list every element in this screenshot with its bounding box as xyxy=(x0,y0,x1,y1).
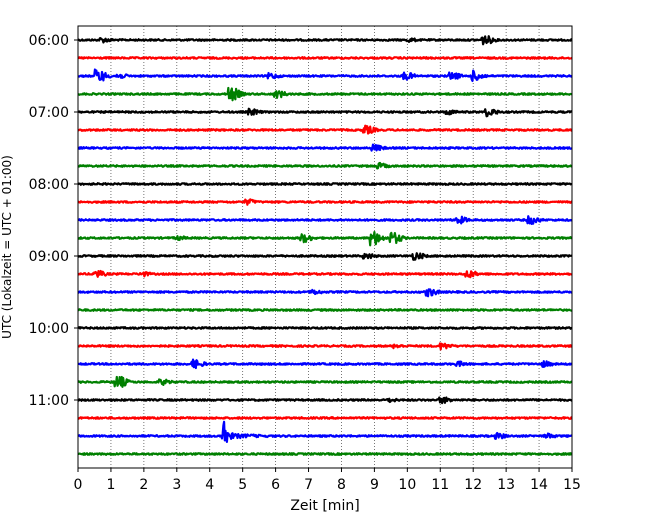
trace-1145 xyxy=(78,452,572,456)
trace-1030 xyxy=(78,358,572,370)
trace-1115 xyxy=(78,416,572,420)
y-tick-label: 10:00 xyxy=(29,321,69,337)
y-tick-label: 06:00 xyxy=(29,33,69,49)
y-tick-label: 08:00 xyxy=(29,177,69,193)
y-tick-label: 11:00 xyxy=(29,393,69,409)
trace-0600 xyxy=(78,35,572,46)
x-tick-label: 15 xyxy=(563,477,581,493)
x-tick-label: 10 xyxy=(398,477,416,493)
trace-0930 xyxy=(78,288,572,298)
y-axis: 06:00 07:00 08:00 09:00 10:00 11:00 xyxy=(29,33,78,409)
trace-0900 xyxy=(78,252,572,261)
trace-0945 xyxy=(78,308,572,312)
x-tick-label: 6 xyxy=(271,477,280,493)
trace-1100 xyxy=(78,396,572,405)
trace-1130 xyxy=(78,420,572,443)
x-tick-label: 12 xyxy=(464,477,482,493)
trace-0830 xyxy=(78,215,572,226)
trace-0745 xyxy=(78,161,572,170)
trace-0730 xyxy=(78,143,572,152)
x-tick-label: 9 xyxy=(370,477,379,493)
x-tick-label: 2 xyxy=(139,477,148,493)
x-tick-label: 13 xyxy=(497,477,515,493)
plot-frame xyxy=(77,25,573,469)
plot-background xyxy=(78,26,572,468)
x-axis: 0 1 2 3 4 5 6 7 8 9 10 11 12 13 14 15 xyxy=(74,468,581,493)
trace-0845 xyxy=(78,231,572,247)
x-axis-label: Zeit [min] xyxy=(290,498,359,514)
trace-0615 xyxy=(78,56,572,60)
x-tick-label: 1 xyxy=(106,477,115,493)
trace-1015 xyxy=(78,342,572,351)
y-tick-label: 07:00 xyxy=(29,105,69,121)
x-tick-label: 14 xyxy=(530,477,548,493)
x-tick-label: 7 xyxy=(304,477,313,493)
x-tick-label: 8 xyxy=(337,477,346,493)
trace-0800 xyxy=(78,182,572,186)
x-tick-label: 0 xyxy=(74,477,83,493)
x-tick-label: 3 xyxy=(172,477,181,493)
trace-1000 xyxy=(78,326,572,330)
trace-0630 xyxy=(78,68,572,83)
trace-0645 xyxy=(78,86,572,102)
trace-0700 xyxy=(78,107,572,118)
x-tick-label: 5 xyxy=(238,477,247,493)
trace-0715 xyxy=(78,124,572,135)
x-tick-label: 4 xyxy=(205,477,214,493)
trace-0915 xyxy=(78,269,572,279)
traces xyxy=(78,35,572,456)
trace-0815 xyxy=(78,198,572,206)
y-axis-label: UTC (Lokalzeit = UTC + 01:00) xyxy=(0,155,14,339)
y-tick-label: 09:00 xyxy=(29,249,69,265)
trace-1045 xyxy=(78,375,572,388)
x-tick-label: 11 xyxy=(431,477,449,493)
